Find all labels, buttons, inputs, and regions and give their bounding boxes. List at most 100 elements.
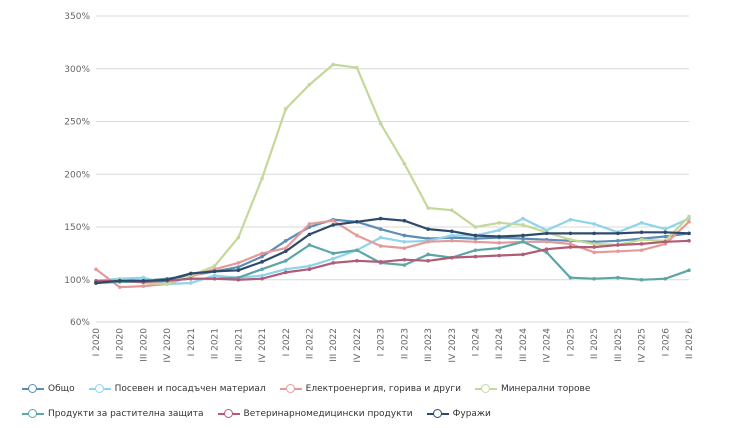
- data-point: [141, 279, 146, 283]
- data-point: [687, 268, 691, 273]
- data-point: [663, 230, 668, 235]
- data-point: [639, 242, 644, 246]
- data-point: [117, 285, 122, 289]
- series-6: [94, 238, 691, 284]
- y-tick-label: 200%: [64, 170, 90, 180]
- data-point: [568, 245, 573, 249]
- data-point: [521, 240, 525, 244]
- series-line: [95, 217, 690, 286]
- data-point: [497, 228, 502, 232]
- data-point: [141, 284, 146, 288]
- data-point: [260, 254, 264, 259]
- data-point: [450, 255, 454, 260]
- legend-item[interactable]: Посевен и посадъчен материал: [88, 378, 266, 400]
- legend-item[interactable]: Електроенергия, горива и други: [279, 378, 461, 400]
- legend-item[interactable]: Общо: [22, 378, 75, 400]
- data-point: [378, 260, 383, 264]
- data-point: [212, 269, 217, 274]
- legend-marker-icon: [426, 409, 449, 419]
- data-point: [94, 281, 98, 285]
- legend-item[interactable]: Фуражи: [426, 403, 491, 425]
- data-point: [521, 223, 525, 227]
- data-point: [592, 276, 596, 281]
- data-point: [497, 246, 502, 250]
- data-point: [236, 265, 241, 269]
- x-tick-label: I 2021: [187, 328, 197, 356]
- data-point: [260, 251, 264, 256]
- data-point: [639, 248, 644, 253]
- x-tick-label: III 2024: [519, 328, 529, 362]
- data-point: [616, 275, 620, 280]
- data-point: [592, 250, 596, 255]
- data-point: [568, 242, 573, 246]
- series-group: [94, 62, 691, 289]
- x-tick-label: III 2023: [424, 328, 434, 362]
- data-point: [473, 248, 478, 253]
- data-point: [521, 233, 525, 238]
- data-point: [402, 161, 407, 166]
- data-point: [236, 268, 241, 273]
- data-point: [521, 236, 525, 241]
- data-point: [331, 223, 336, 227]
- data-point: [592, 242, 596, 246]
- data-point: [355, 233, 359, 238]
- y-tick-label: 350%: [64, 12, 90, 22]
- data-point: [426, 252, 430, 257]
- data-point: [663, 276, 668, 281]
- legend-marker-icon: [22, 384, 44, 394]
- x-tick-label: IV 2021: [258, 328, 268, 363]
- data-point: [283, 267, 288, 272]
- x-tick-label: III 2022: [329, 328, 339, 362]
- data-point: [260, 267, 264, 272]
- x-tick-label: I 2022: [282, 328, 292, 356]
- data-point: [283, 249, 288, 254]
- data-point: [260, 260, 264, 264]
- legend-marker-icon: [474, 384, 497, 394]
- x-tick-label: I 2026: [661, 328, 671, 357]
- y-tick-label: 100%: [64, 276, 90, 286]
- data-point: [165, 277, 169, 282]
- legend-item[interactable]: Минерални торове: [474, 378, 590, 400]
- series-line: [96, 239, 690, 283]
- data-point: [331, 251, 336, 256]
- data-point: [331, 62, 336, 67]
- x-tick-label: IV 2022: [353, 328, 363, 363]
- data-point: [450, 238, 454, 243]
- x-tick-label: III 2021: [234, 328, 244, 362]
- data-point: [307, 264, 312, 268]
- legend-item[interactable]: Продукти за растителна защита: [22, 403, 204, 425]
- legend-label: Ветеринарномедицински продукти: [243, 409, 413, 419]
- legend-item[interactable]: Ветеринарномедицински продукти: [217, 403, 413, 425]
- y-tick-label: 150%: [64, 223, 90, 233]
- data-point: [450, 233, 454, 238]
- series-line: [95, 219, 690, 289]
- data-point: [355, 248, 359, 253]
- legend-marker-icon: [88, 384, 111, 394]
- data-point: [141, 275, 146, 280]
- x-tick-label: IV 2025: [638, 328, 648, 363]
- data-point: [521, 252, 525, 257]
- x-tick-label: I 2023: [377, 328, 387, 356]
- data-point: [639, 230, 644, 235]
- data-point: [544, 247, 549, 251]
- data-point: [592, 222, 596, 226]
- data-point: [189, 276, 193, 281]
- data-point: [283, 246, 288, 250]
- data-point: [497, 241, 502, 245]
- x-tick-label: I 2024: [472, 328, 482, 357]
- data-point: [283, 270, 288, 275]
- x-tick-label: IV 2023: [448, 328, 458, 363]
- y-tick-label: 300%: [64, 65, 90, 75]
- legend-label: Фуражи: [452, 409, 491, 419]
- data-point: [568, 275, 573, 280]
- legend-marker-icon: [22, 409, 44, 419]
- y-axis: 60% 100% 150% 200% 250% 300% 350%: [64, 12, 90, 328]
- legend-label: Общо: [48, 384, 75, 394]
- data-point: [378, 121, 383, 126]
- data-point: [283, 238, 288, 243]
- data-point: [473, 240, 478, 244]
- data-point: [212, 264, 217, 268]
- data-point: [568, 231, 573, 236]
- data-point: [616, 243, 620, 247]
- data-point: [450, 229, 454, 234]
